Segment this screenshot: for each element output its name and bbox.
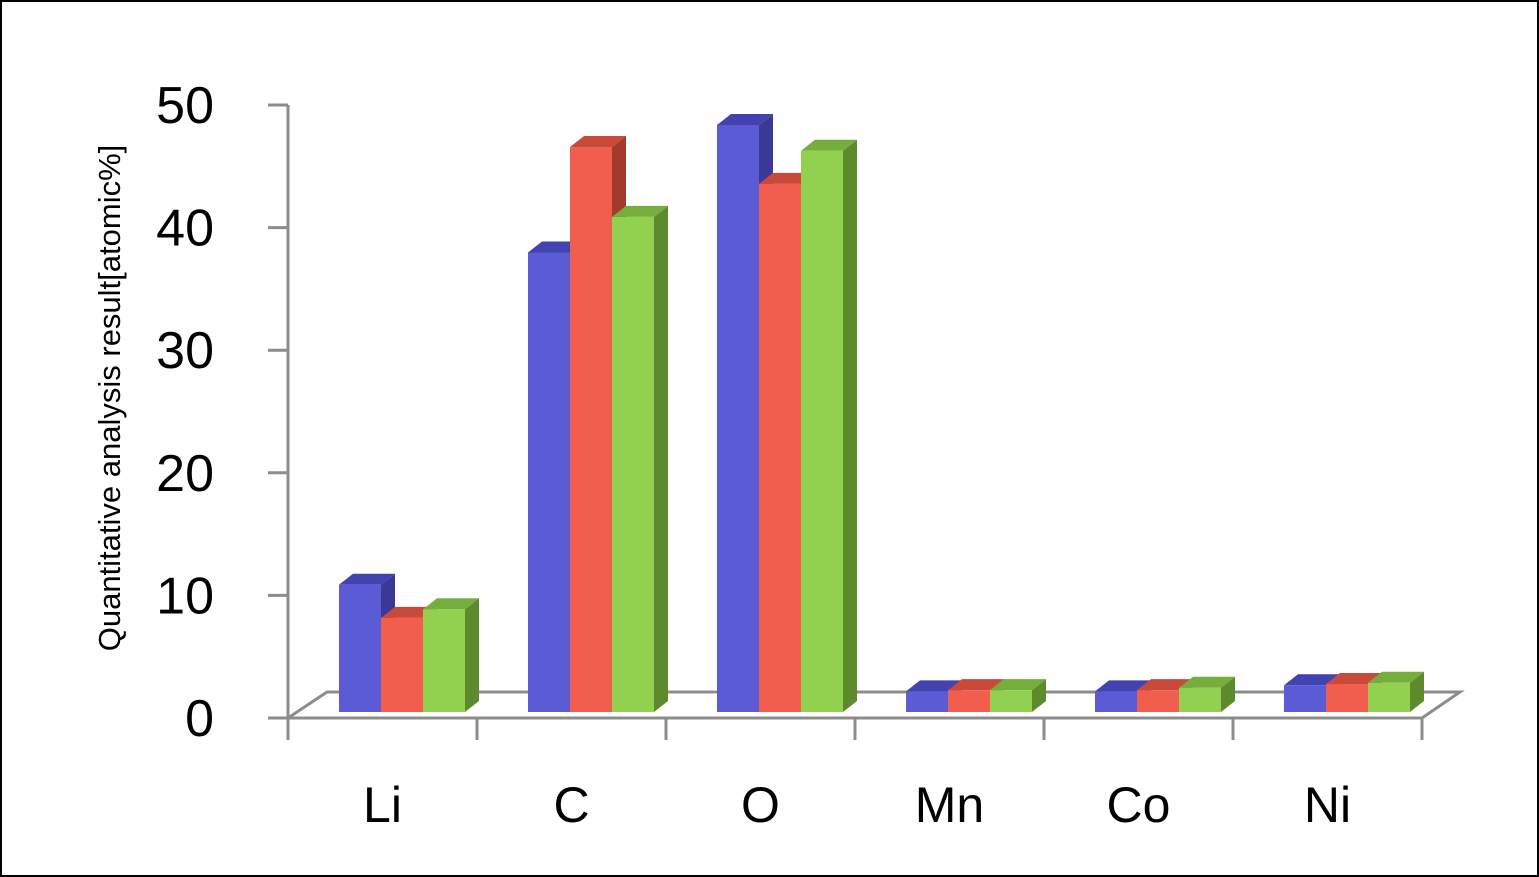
bar-top [801, 139, 857, 151]
bars [339, 113, 1424, 713]
bar-front [528, 252, 570, 712]
bar-front [1326, 684, 1368, 712]
bar-front [381, 617, 423, 712]
bar-side [1410, 671, 1424, 712]
bar-front [612, 216, 654, 712]
bar-top [717, 113, 773, 125]
bar-top [339, 573, 395, 585]
bar-front [1137, 690, 1179, 712]
y-tick-label: 20 [156, 445, 214, 503]
bar-Li-3 [423, 598, 479, 712]
bar-top [612, 205, 668, 217]
bar-side [843, 139, 857, 712]
bar-front [1179, 687, 1221, 712]
y-tick-label: 40 [156, 200, 214, 258]
bar-top [1284, 674, 1340, 686]
bar-front [948, 690, 990, 712]
bar-C-3 [612, 205, 668, 712]
category-label-Ni: Ni [1304, 777, 1351, 833]
bar-O-3 [801, 139, 857, 712]
bar-front [990, 690, 1032, 712]
bar-top [1326, 673, 1382, 685]
bar-front [906, 691, 948, 712]
bar-side [1032, 679, 1046, 712]
category-label-C: C [553, 777, 589, 833]
bar-front [759, 183, 801, 712]
y-tick-label: 10 [156, 567, 214, 625]
bar-top [570, 136, 626, 148]
bar-front [1095, 691, 1137, 712]
bar-top [1179, 676, 1235, 688]
category-label-Li: Li [363, 777, 402, 833]
bar-side [465, 598, 479, 712]
bar-side [1221, 676, 1235, 712]
bar-top [1137, 679, 1193, 691]
bar-front [1284, 685, 1326, 712]
bar-Co-3 [1179, 676, 1235, 712]
bar-front [1368, 682, 1410, 712]
bar-top [1368, 671, 1424, 683]
bar-Mn-3 [990, 679, 1046, 712]
y-tick-label: 50 [156, 77, 214, 135]
y-axis-label: Quantitative analysis result[atomic%] [92, 145, 127, 652]
category-label-Co: Co [1107, 777, 1171, 833]
bar-front [570, 147, 612, 713]
category-label-Mn: Mn [915, 777, 984, 833]
bar-Ni-3 [1368, 671, 1424, 712]
bar-top [906, 680, 962, 692]
bar-front [339, 584, 381, 712]
category-labels: Li C O Mn Co Ni [363, 777, 1351, 833]
bar-front [801, 150, 843, 712]
bar-top [1095, 680, 1151, 692]
bar-top [990, 679, 1046, 691]
y-tick-label: 30 [156, 322, 214, 380]
y-tick-label: 0 [185, 690, 214, 748]
bar-top [948, 679, 1004, 691]
y-tick-labels: 0 10 20 30 40 50 [156, 77, 214, 748]
axes [268, 103, 1465, 740]
bar-front [717, 124, 759, 713]
bar-front [423, 609, 465, 712]
category-label-O: O [741, 777, 780, 833]
bar-top [423, 598, 479, 610]
bar-side [654, 205, 668, 712]
